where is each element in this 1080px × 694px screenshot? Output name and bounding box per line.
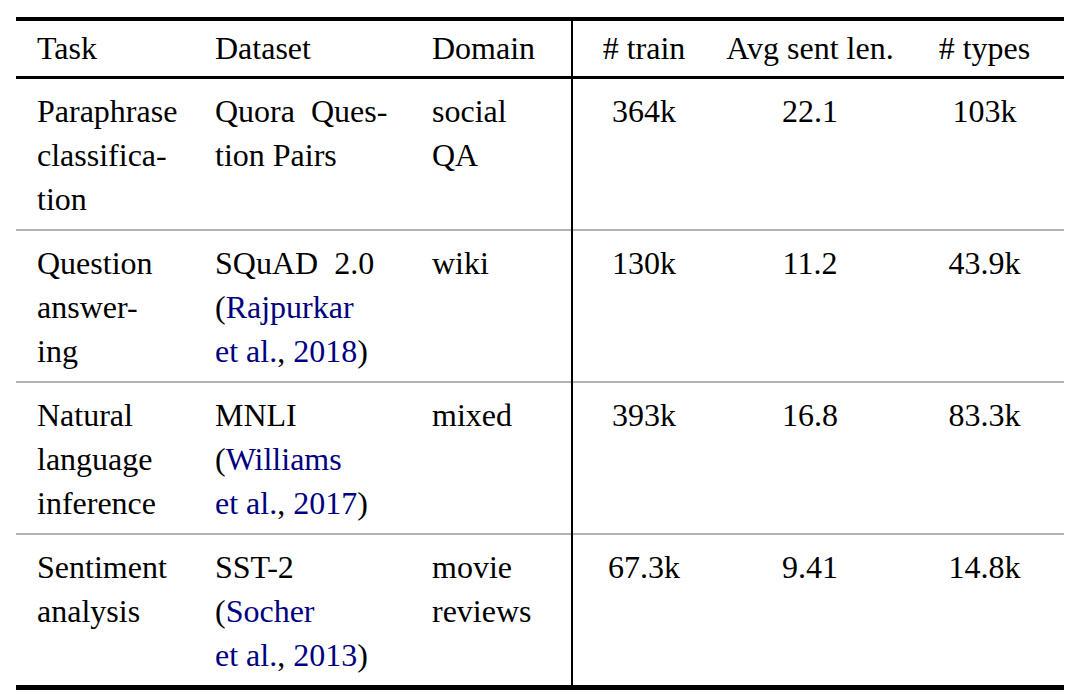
column-header-task: Task	[16, 19, 200, 78]
domain-cell: movie reviews	[420, 534, 572, 688]
dataset-text: )	[357, 637, 368, 673]
task-cell: Paraphrase classifica- tion	[16, 78, 200, 231]
train-count-cell: 393k	[572, 382, 715, 534]
types-count-cell: 43.9k	[905, 230, 1064, 382]
avg-sent-len-cell: 16.8	[715, 382, 905, 534]
task-cell: Natural language inference	[16, 382, 200, 534]
table-row: Paraphrase classifica- tion Quora Ques- …	[16, 78, 1064, 231]
types-count-cell: 14.8k	[905, 534, 1064, 688]
table-row: Natural language inference MNLI (William…	[16, 382, 1064, 534]
dataset-cell: MNLI (Williams et al., 2017)	[200, 382, 420, 534]
dataset-cell: SQuAD 2.0 (Rajpurkar et al., 2018)	[200, 230, 420, 382]
dataset-text: ,	[277, 637, 293, 673]
paper-page: Task Dataset Domain # train Avg sent len…	[0, 0, 1080, 694]
column-header-dataset: Dataset	[200, 19, 420, 78]
avg-sent-len-cell: 22.1	[715, 78, 905, 231]
avg-sent-len-cell: 9.41	[715, 534, 905, 688]
dataset-text: ,	[277, 485, 293, 521]
dataset-text: ,	[277, 333, 293, 369]
dataset-text: )	[357, 485, 368, 521]
dataset-text: Quora Ques- tion Pairs	[215, 93, 387, 173]
train-count-cell: 67.3k	[572, 534, 715, 688]
dataset-cell: Quora Ques- tion Pairs	[200, 78, 420, 231]
column-header-avg-sent-len: Avg sent len.	[715, 19, 905, 78]
domain-cell: wiki	[420, 230, 572, 382]
domain-cell: mixed	[420, 382, 572, 534]
types-count-cell: 83.3k	[905, 382, 1064, 534]
train-count-cell: 130k	[572, 230, 715, 382]
task-cell: Question answer- ing	[16, 230, 200, 382]
column-header-num-types: # types	[905, 19, 1064, 78]
dataset-cell: SST-2 (Socher et al., 2013)	[200, 534, 420, 688]
header-row: Task Dataset Domain # train Avg sent len…	[16, 19, 1064, 78]
column-header-domain: Domain	[420, 19, 572, 78]
table-row: Question answer- ing SQuAD 2.0 (Rajpurka…	[16, 230, 1064, 382]
citation-link[interactable]: 2018	[293, 333, 357, 369]
avg-sent-len-cell: 11.2	[715, 230, 905, 382]
task-cell: Sentiment analysis	[16, 534, 200, 688]
train-count-cell: 364k	[572, 78, 715, 231]
domain-cell: social QA	[420, 78, 572, 231]
dataset-statistics-table: Task Dataset Domain # train Avg sent len…	[16, 17, 1064, 690]
citation-link[interactable]: 2013	[293, 637, 357, 673]
dataset-text: )	[357, 333, 368, 369]
types-count-cell: 103k	[905, 78, 1064, 231]
citation-link[interactable]: 2017	[293, 485, 357, 521]
table-row: Sentiment analysis SST-2 (Socher et al.,…	[16, 534, 1064, 688]
column-header-num-train: # train	[572, 19, 715, 78]
